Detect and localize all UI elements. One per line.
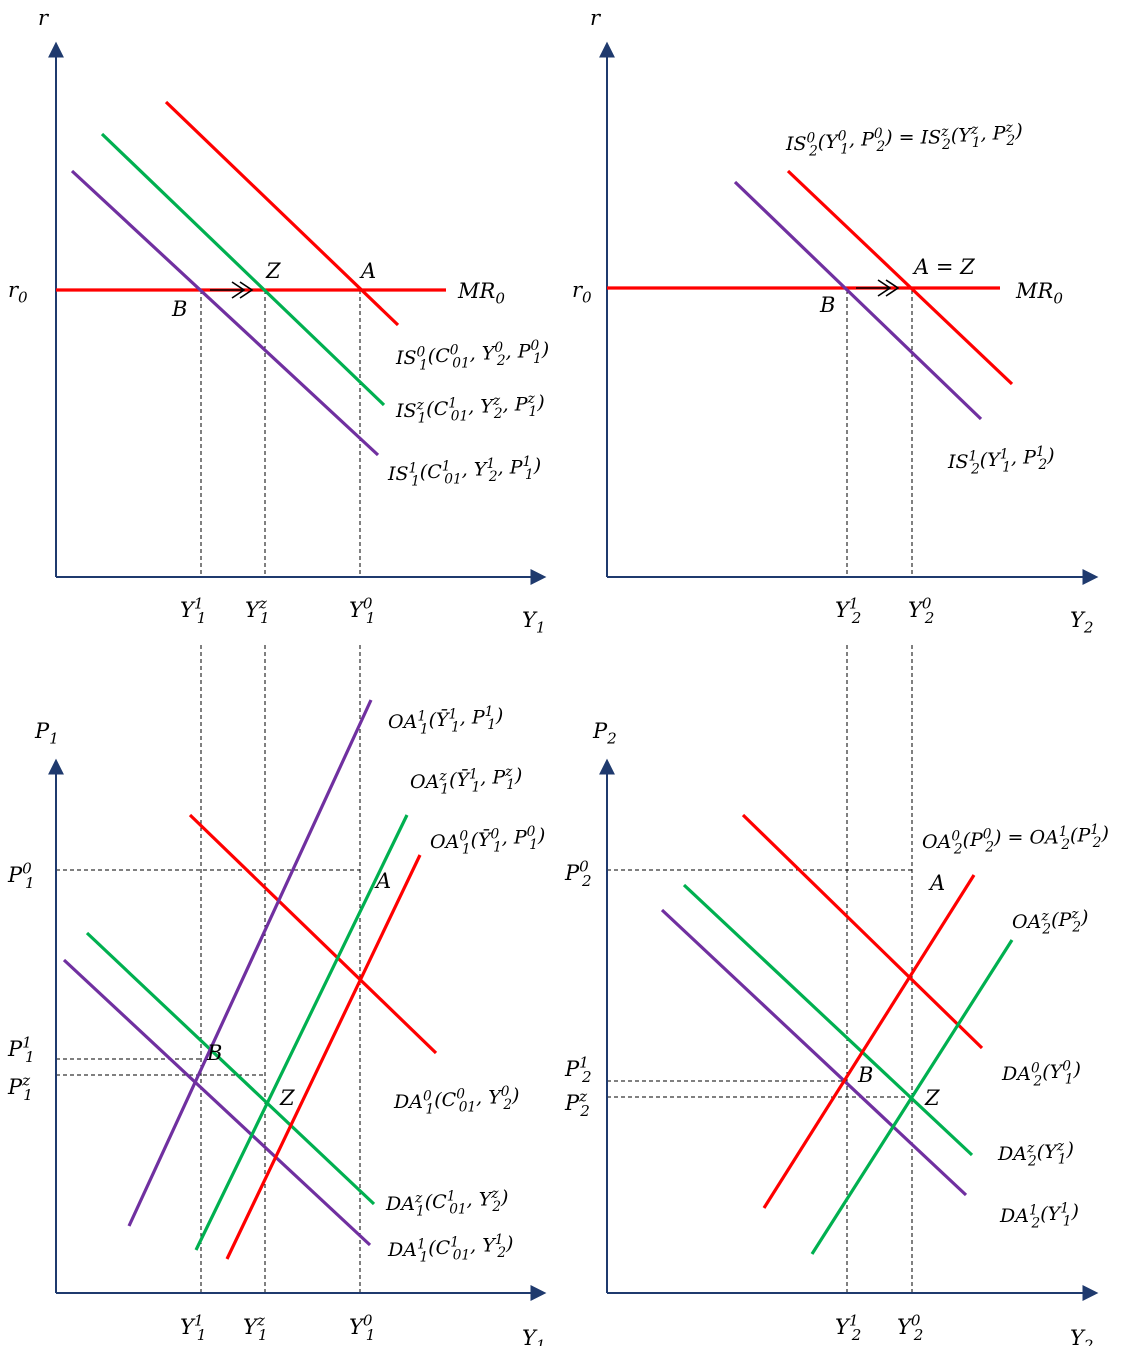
oa-curve-0: [225, 854, 422, 1260]
da-curve-1: [62, 958, 372, 1247]
price-level-0: P01​: [7, 860, 35, 892]
tick-y1-0: Y01​: [349, 595, 375, 627]
point-z: Z: [265, 259, 281, 283]
oa-curve-1: [127, 699, 373, 1227]
da-curve-0: [741, 813, 984, 1050]
point-a-z: A = Z: [912, 255, 975, 279]
tick-y2-1: Y12​: [835, 1312, 861, 1344]
panel-top-left: r Y1​ r0​ MR0​ A Z B Y11​ Yz1​ Y01​ IS01…: [8, 6, 549, 636]
x-axis-label: Y2​: [1070, 1326, 1094, 1346]
price-level-0: P02​: [564, 858, 592, 890]
shift-arrow: [210, 281, 254, 299]
is-curve-z: [100, 132, 386, 407]
y-axis-label: r: [590, 6, 602, 30]
tick-y2-1: Y12​: [835, 595, 861, 627]
point-b: B: [819, 293, 835, 317]
panel-top-right: r Y2​ r0​ MR0​ A = Z B Y12​ Y02​ IS02​(Y…: [572, 6, 1099, 636]
shift-arrow: [856, 279, 900, 297]
point-a: A: [374, 869, 391, 893]
point-a: A: [359, 259, 376, 283]
tick-y1-z: Yz1​: [245, 595, 270, 627]
is-curve-0: [786, 169, 1014, 386]
price-level-1: P11​: [7, 1034, 35, 1066]
tick-y1-z: Yz1​: [243, 1312, 268, 1344]
r0-label: r0​: [8, 278, 28, 306]
y-axis-label: P1​: [34, 719, 59, 747]
connecting-guides: [200, 645, 913, 1293]
panel-bottom-left: P1​ Y1​ P01​ P11​ Pz1​ A B Z Y11​ Yz1​ Y…: [7, 699, 547, 1346]
is-curve-1: [733, 180, 983, 421]
mr-label: MR0​: [1015, 279, 1063, 307]
tick-y2-0: Y02​: [897, 1312, 923, 1344]
da-curve-1: [660, 908, 968, 1197]
y-axis-label: P2​: [592, 719, 617, 747]
panel-bottom-right: P2​ Y2​ P02​ P12​ Pz2​ A B Z Y12​ Y02​ O…: [564, 719, 1109, 1346]
price-level-z: Pz1​: [7, 1072, 33, 1104]
da-curve-z: [85, 931, 376, 1206]
tick-y2-0: Y02​: [908, 595, 934, 627]
price-level-z: Pz2​: [564, 1088, 590, 1120]
x-axis-label: Y2​: [1070, 608, 1094, 636]
point-z: Z: [924, 1086, 940, 1110]
point-b: B: [206, 1041, 222, 1065]
price-level-1: P12​: [564, 1054, 592, 1086]
x-axis-label: Y1​: [522, 1326, 546, 1346]
is-curve-1: [70, 169, 380, 457]
oa-curve-z: [194, 814, 409, 1251]
tick-y1-1: Y11​: [180, 1312, 206, 1344]
y-axis-label: r: [38, 6, 50, 30]
oa-curve-z: [810, 939, 1014, 1255]
is-curve-0: [164, 100, 400, 327]
point-b: B: [171, 297, 187, 321]
da-curve-0: [188, 813, 438, 1055]
tick-y1-0: Y01​: [349, 1312, 375, 1344]
oa-curve-0: [762, 874, 976, 1209]
r0-label: r0​: [572, 278, 592, 306]
point-b: B: [857, 1063, 873, 1087]
da-curve-z: [682, 883, 974, 1157]
x-axis-label: Y1​: [522, 608, 546, 636]
point-a: A: [928, 871, 945, 895]
mr-label: MR0​: [457, 279, 505, 307]
tick-y1-1: Y11​: [180, 595, 206, 627]
point-z: Z: [279, 1086, 295, 1110]
